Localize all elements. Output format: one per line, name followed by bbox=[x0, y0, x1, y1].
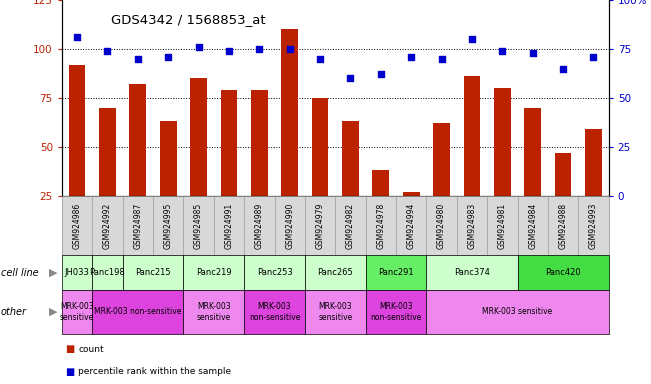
Text: Panc198: Panc198 bbox=[90, 268, 125, 277]
Bar bbox=[69, 65, 85, 245]
Point bbox=[133, 56, 143, 62]
Bar bbox=[585, 129, 602, 245]
Text: GSM924988: GSM924988 bbox=[559, 202, 568, 249]
Text: GSM924987: GSM924987 bbox=[133, 202, 143, 249]
Text: Panc215: Panc215 bbox=[135, 268, 171, 277]
Point bbox=[163, 54, 173, 60]
Text: GSM924981: GSM924981 bbox=[498, 202, 507, 249]
Text: GSM924991: GSM924991 bbox=[225, 202, 234, 249]
Point bbox=[315, 56, 326, 62]
Text: MRK-003
sensitive: MRK-003 sensitive bbox=[197, 302, 231, 322]
Text: GSM924994: GSM924994 bbox=[407, 202, 416, 249]
Text: GSM924978: GSM924978 bbox=[376, 202, 385, 249]
Text: ■: ■ bbox=[65, 344, 74, 354]
Text: GSM924995: GSM924995 bbox=[163, 202, 173, 249]
Bar bbox=[221, 90, 237, 245]
Text: cell line: cell line bbox=[1, 268, 38, 278]
Text: GSM924980: GSM924980 bbox=[437, 202, 446, 249]
Text: GSM924984: GSM924984 bbox=[528, 202, 537, 249]
Point bbox=[72, 34, 82, 40]
Bar bbox=[494, 88, 510, 245]
Text: GSM924993: GSM924993 bbox=[589, 202, 598, 249]
Bar bbox=[403, 192, 419, 245]
Point bbox=[193, 44, 204, 50]
Point bbox=[406, 54, 417, 60]
Text: MRK-003
non-sensitive: MRK-003 non-sensitive bbox=[249, 302, 300, 322]
Text: Panc420: Panc420 bbox=[546, 268, 581, 277]
Text: MRK-003
non-sensitive: MRK-003 non-sensitive bbox=[370, 302, 422, 322]
Text: GSM924985: GSM924985 bbox=[194, 202, 203, 249]
Text: GSM924989: GSM924989 bbox=[255, 202, 264, 249]
Point bbox=[589, 54, 599, 60]
Point bbox=[224, 48, 234, 54]
Text: MRK-003 sensitive: MRK-003 sensitive bbox=[482, 308, 553, 316]
Text: GSM924983: GSM924983 bbox=[467, 202, 477, 249]
Point bbox=[345, 75, 355, 81]
Text: GSM924982: GSM924982 bbox=[346, 202, 355, 249]
Text: percentile rank within the sample: percentile rank within the sample bbox=[78, 367, 231, 376]
Text: Panc265: Panc265 bbox=[318, 268, 353, 277]
Bar bbox=[525, 108, 541, 245]
Point bbox=[376, 71, 386, 78]
Bar bbox=[251, 90, 268, 245]
Bar bbox=[159, 121, 176, 245]
Point bbox=[558, 65, 568, 71]
Point bbox=[102, 48, 113, 54]
Point bbox=[497, 48, 508, 54]
Text: Panc253: Panc253 bbox=[256, 268, 292, 277]
Text: GSM924992: GSM924992 bbox=[103, 202, 112, 249]
Text: GSM924979: GSM924979 bbox=[316, 202, 325, 249]
Point bbox=[436, 56, 447, 62]
Bar bbox=[312, 98, 329, 245]
Text: MRK-003 non-sensitive: MRK-003 non-sensitive bbox=[94, 308, 182, 316]
Point bbox=[467, 36, 477, 42]
Point bbox=[284, 46, 295, 52]
Text: JH033: JH033 bbox=[64, 268, 89, 277]
Bar bbox=[190, 78, 207, 245]
Point bbox=[254, 46, 264, 52]
Text: GSM924990: GSM924990 bbox=[285, 202, 294, 249]
Bar bbox=[372, 170, 389, 245]
Text: GDS4342 / 1568853_at: GDS4342 / 1568853_at bbox=[111, 13, 266, 26]
Text: count: count bbox=[78, 344, 104, 354]
Text: Panc374: Panc374 bbox=[454, 268, 490, 277]
Text: ▶: ▶ bbox=[49, 307, 57, 317]
Bar bbox=[434, 123, 450, 245]
Bar bbox=[555, 153, 572, 245]
Text: ▶: ▶ bbox=[49, 268, 57, 278]
Text: GSM924986: GSM924986 bbox=[72, 202, 81, 249]
Bar bbox=[342, 121, 359, 245]
Point bbox=[527, 50, 538, 56]
Bar bbox=[281, 30, 298, 245]
Bar bbox=[464, 76, 480, 245]
Bar bbox=[130, 84, 146, 245]
Text: ■: ■ bbox=[65, 366, 74, 377]
Text: MRK-003
sensitive: MRK-003 sensitive bbox=[60, 302, 94, 322]
Text: Panc291: Panc291 bbox=[378, 268, 414, 277]
Text: MRK-003
sensitive: MRK-003 sensitive bbox=[318, 302, 352, 322]
Bar bbox=[99, 108, 116, 245]
Text: other: other bbox=[1, 307, 27, 317]
Text: Panc219: Panc219 bbox=[196, 268, 232, 277]
